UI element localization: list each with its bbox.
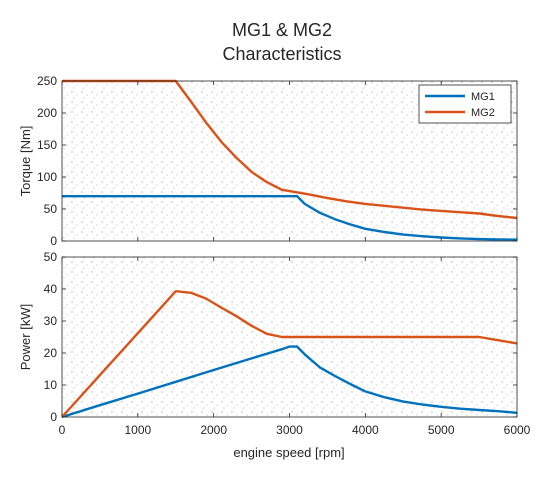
series-line-mg1-power <box>61 345 518 419</box>
series-line-mg2-torque <box>62 79 518 220</box>
x-tick-label: 6000 <box>504 423 531 437</box>
y-tick-label: 20 <box>44 346 58 360</box>
x-tick-label: 3000 <box>276 423 303 437</box>
power-panel: 0 10 20 30 40 50 0 1000 2000 3000 4000 5000 6000 Powe… <box>18 250 531 437</box>
x-tick-label: 2000 <box>200 423 227 437</box>
series-line-mg2-power <box>61 290 518 418</box>
y-tick-label: 100 <box>37 170 57 184</box>
y-tick-label: 0 <box>50 410 57 424</box>
chart-title-line1: MG1 & MG2 <box>232 20 332 40</box>
y-tick-label: 40 <box>44 282 58 296</box>
legend-label-mg2: MG2 <box>471 107 495 119</box>
x-tick-label: 1000 <box>124 423 151 437</box>
y-tick-label: 150 <box>37 138 57 152</box>
y-tick-label: 50 <box>44 250 58 264</box>
y-tick-label: 30 <box>44 314 58 328</box>
y-axis-label: Torque [Nm] <box>18 126 33 197</box>
x-tick-label: 4000 <box>352 423 379 437</box>
x-axis-label: engine speed [rpm] <box>233 445 344 460</box>
y-tick-label: 50 <box>44 202 58 216</box>
y-tick-label: 250 <box>37 74 57 88</box>
legend-label-mg1: MG1 <box>471 91 495 103</box>
y-tick-label: 200 <box>37 106 57 120</box>
y-axis-label: Power [kW] <box>18 304 33 370</box>
x-tick-label: 0 <box>59 423 66 437</box>
x-tick-label: 5000 <box>428 423 455 437</box>
series-line-mg1-torque <box>62 195 518 241</box>
chart-title-line2: Characteristics <box>222 44 341 64</box>
y-tick-label: 10 <box>44 378 58 392</box>
y-tick-label: 0 <box>50 234 57 248</box>
legend-box <box>418 84 512 124</box>
